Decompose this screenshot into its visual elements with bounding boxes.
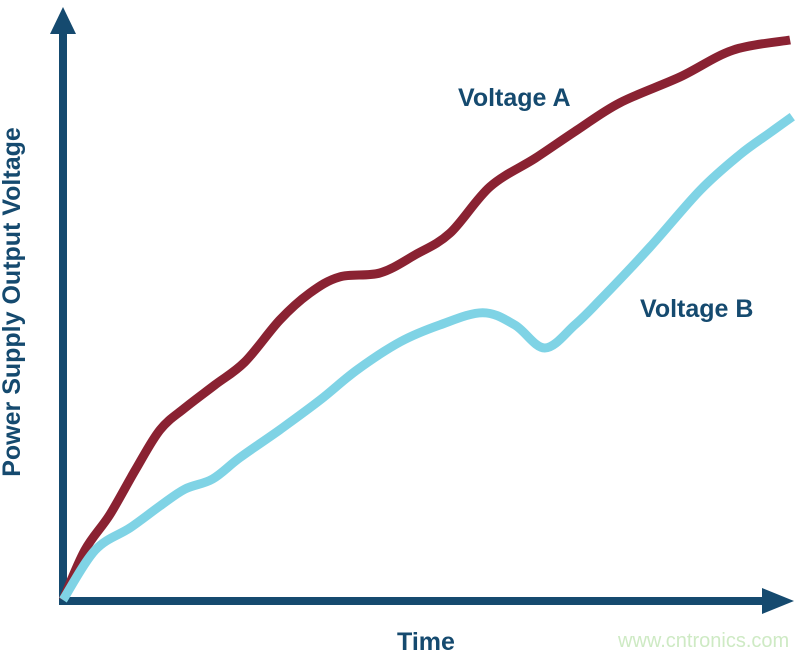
watermark: www.cntronics.com	[617, 630, 789, 652]
voltage-b-curve	[59, 113, 795, 603]
y-axis-arrowhead-icon	[50, 7, 76, 34]
voltage-a-curve-label: Voltage A	[458, 84, 571, 112]
y-axis-label: Power Supply Output Voltage	[0, 127, 26, 477]
voltage-a-curve	[58, 35, 791, 602]
x-axis-label: Time	[397, 628, 455, 653]
voltage-b-curve-label: Voltage B	[640, 295, 753, 323]
x-axis-arrowhead-icon	[762, 588, 794, 614]
